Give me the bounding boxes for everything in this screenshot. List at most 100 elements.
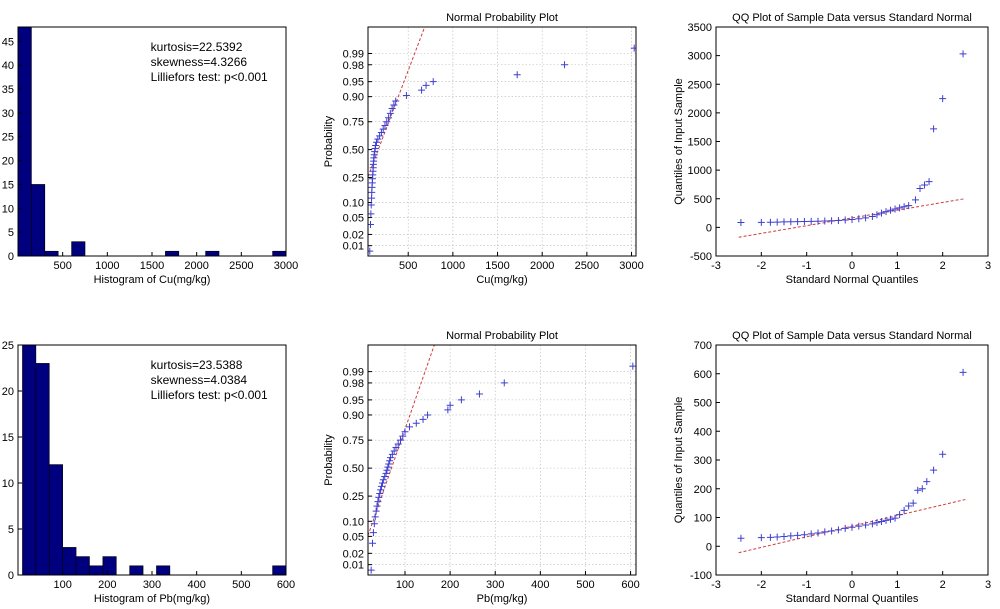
qq_cu-chart: -3 -2 -1 0 1 2 3 -500 0 500 1000 1500 2000 2500 3000 35… [673, 12, 991, 286]
qq_cu-data-point [939, 95, 947, 103]
qq_cu-xtick-label: -1 [802, 260, 812, 272]
npp_cu-ytick-label: 0.90 [343, 92, 364, 104]
hist_cu-xtick-label: 1500 [140, 260, 164, 272]
npp_cu-data-point [429, 78, 437, 86]
hist_cu-ytick-label: 10 [2, 203, 14, 215]
qq_cu-data-point [787, 218, 795, 226]
hist_cu-bar [205, 250, 220, 256]
qq_cu-data-point [807, 217, 815, 225]
qq_cu-data-point [891, 205, 899, 213]
hist_cu-ytick-label: 35 [2, 84, 14, 96]
qq_pb-data-point [862, 521, 870, 529]
qq_pb-data-point [766, 533, 774, 541]
qq_pb-chart: -3 -2 -1 0 1 2 3 -100 0 100 200 300 400 500 600 700 QQ P… [673, 330, 991, 605]
qq_pb-data-point [807, 530, 815, 538]
qq_cu-data-point [855, 215, 863, 223]
qq_cu-xtick-label: 0 [849, 260, 855, 272]
npp_pb-data-point [412, 419, 420, 427]
qq_pb-data-point [873, 519, 881, 527]
npp_pb-xtick-label: 300 [486, 579, 504, 591]
qq_cu-axes-frame [715, 26, 989, 257]
qq_cu-reference-line [738, 198, 966, 238]
npp_cu-data-point [379, 125, 387, 133]
npp_pb-data-point [629, 362, 636, 370]
qq_cu-ylabel: Quantiles of Input Sample [673, 78, 685, 205]
npp_cu-xtick-label: 3000 [619, 260, 643, 272]
qq_pb-xtick-label: -1 [802, 579, 812, 591]
qq_pb-data-point [959, 368, 967, 376]
npp_cu-data-point [561, 61, 569, 69]
qq_cu-data-point [930, 125, 938, 133]
qq_cu-data-point [794, 218, 802, 226]
qq_pb-xtick-label: 3 [985, 579, 991, 591]
npp_pb-data-point [390, 447, 398, 455]
qq_cu-data-point [877, 209, 885, 217]
npp_cu-ytick-label: 0.01 [343, 241, 364, 253]
hist_pb-bar [129, 565, 144, 575]
qq_cu-ytick-label: 1500 [688, 137, 712, 149]
qq_pb-ytick-label: 400 [694, 426, 712, 438]
qq_pb-data-point [773, 533, 781, 541]
qq_cu-data-point [905, 202, 913, 210]
npp_pb-data-point [370, 520, 378, 528]
npp_pb-ytick-label: 0.98 [343, 378, 364, 390]
qq_pb-xtick-label: -3 [711, 579, 721, 591]
qq_pb-data-point [848, 523, 856, 531]
qq_pb-xtick-label: 0 [849, 579, 855, 591]
npp_pb-data-point [444, 406, 452, 414]
hist_pb-ytick-label: 5 [8, 524, 14, 536]
qq_pb-data-point [814, 529, 822, 537]
qq_cu-xtick-label: -3 [711, 260, 721, 272]
hist_cu-xtick-label: 500 [53, 260, 71, 272]
qq_cu-data-point [737, 219, 745, 227]
qq_cu-ytick-label: 1000 [688, 165, 712, 177]
npp_cu-chart: 500 1000 1500 2000 2500 3000 0.010.02 0.05 0.10 0… [323, 12, 644, 286]
npp_pb-ytick-label: 0.90 [343, 410, 364, 422]
npp_cu-ytick-label: 0.25 [343, 172, 364, 184]
npp_pb-xtick-label: 600 [621, 579, 639, 591]
hist_pb-xtick-label: 100 [53, 579, 71, 591]
qq_cu-data-point [773, 218, 781, 226]
npp_pb-data-point [419, 415, 427, 423]
qq_pb-data-point [939, 450, 947, 458]
qq_pb-ytick-label: 200 [694, 484, 712, 496]
npp_pb-chart: 100 200 300 400 500 600 0.010.02 0.05 0.10 0.25 0.… [323, 330, 640, 605]
qq_pb-ytick-label: -100 [690, 570, 712, 582]
npp_cu-data-point [390, 101, 398, 109]
npp_cu-xtick-label: 500 [399, 260, 417, 272]
npp_cu-data-point [386, 109, 394, 117]
npp_pb-xtick-label: 200 [441, 579, 459, 591]
npp_pb-data-point [373, 502, 381, 510]
qq_pb-axes-frame [715, 344, 989, 576]
hist_cu-annotation: Lilliefors test: p<0.001 [151, 70, 268, 84]
hist_pb-bar [22, 345, 37, 575]
npp_pb-xtick-label: 400 [531, 579, 549, 591]
qq_cu-data-point [896, 204, 904, 212]
hist_pb-bar [272, 565, 286, 575]
hist_cu-ytick-label: 5 [8, 227, 14, 239]
npp_cu-ytick-label: 0.75 [343, 117, 364, 129]
hist_cu-ytick-label: 0 [8, 251, 14, 263]
hist_cu-ytick-label: 25 [2, 132, 14, 144]
qq_cu-data-point [868, 212, 876, 220]
qq_pb-data-point [855, 522, 863, 530]
npp_pb-data-point [446, 401, 454, 409]
qq_cu-data-point [814, 217, 822, 225]
qq_pb-ytick-label: 700 [694, 340, 712, 352]
hist_cu-annotation: kurtosis=22.5392 [151, 40, 243, 54]
npp_pb-xtick-label: 100 [396, 579, 414, 591]
qq_cu-xtick-label: 2 [940, 260, 946, 272]
hist_pb-ytick-label: 10 [2, 478, 14, 490]
npp_pb-axes-frame [367, 344, 637, 576]
qq_cu-data-point [780, 218, 788, 226]
npp_pb-ytick-label: 0.75 [343, 435, 364, 447]
npp_cu-data-point [392, 97, 400, 105]
qq_pb-data-point [834, 526, 842, 534]
qq_cu-ytick-label: 2500 [688, 79, 712, 91]
qq_cu-data-point [959, 50, 967, 58]
qq_pb-ytick-label: 500 [694, 398, 712, 410]
hist_cu-xtick-label: 2000 [184, 260, 208, 272]
hist_cu-bar [272, 250, 286, 256]
npp_pb-data-point [382, 469, 390, 477]
